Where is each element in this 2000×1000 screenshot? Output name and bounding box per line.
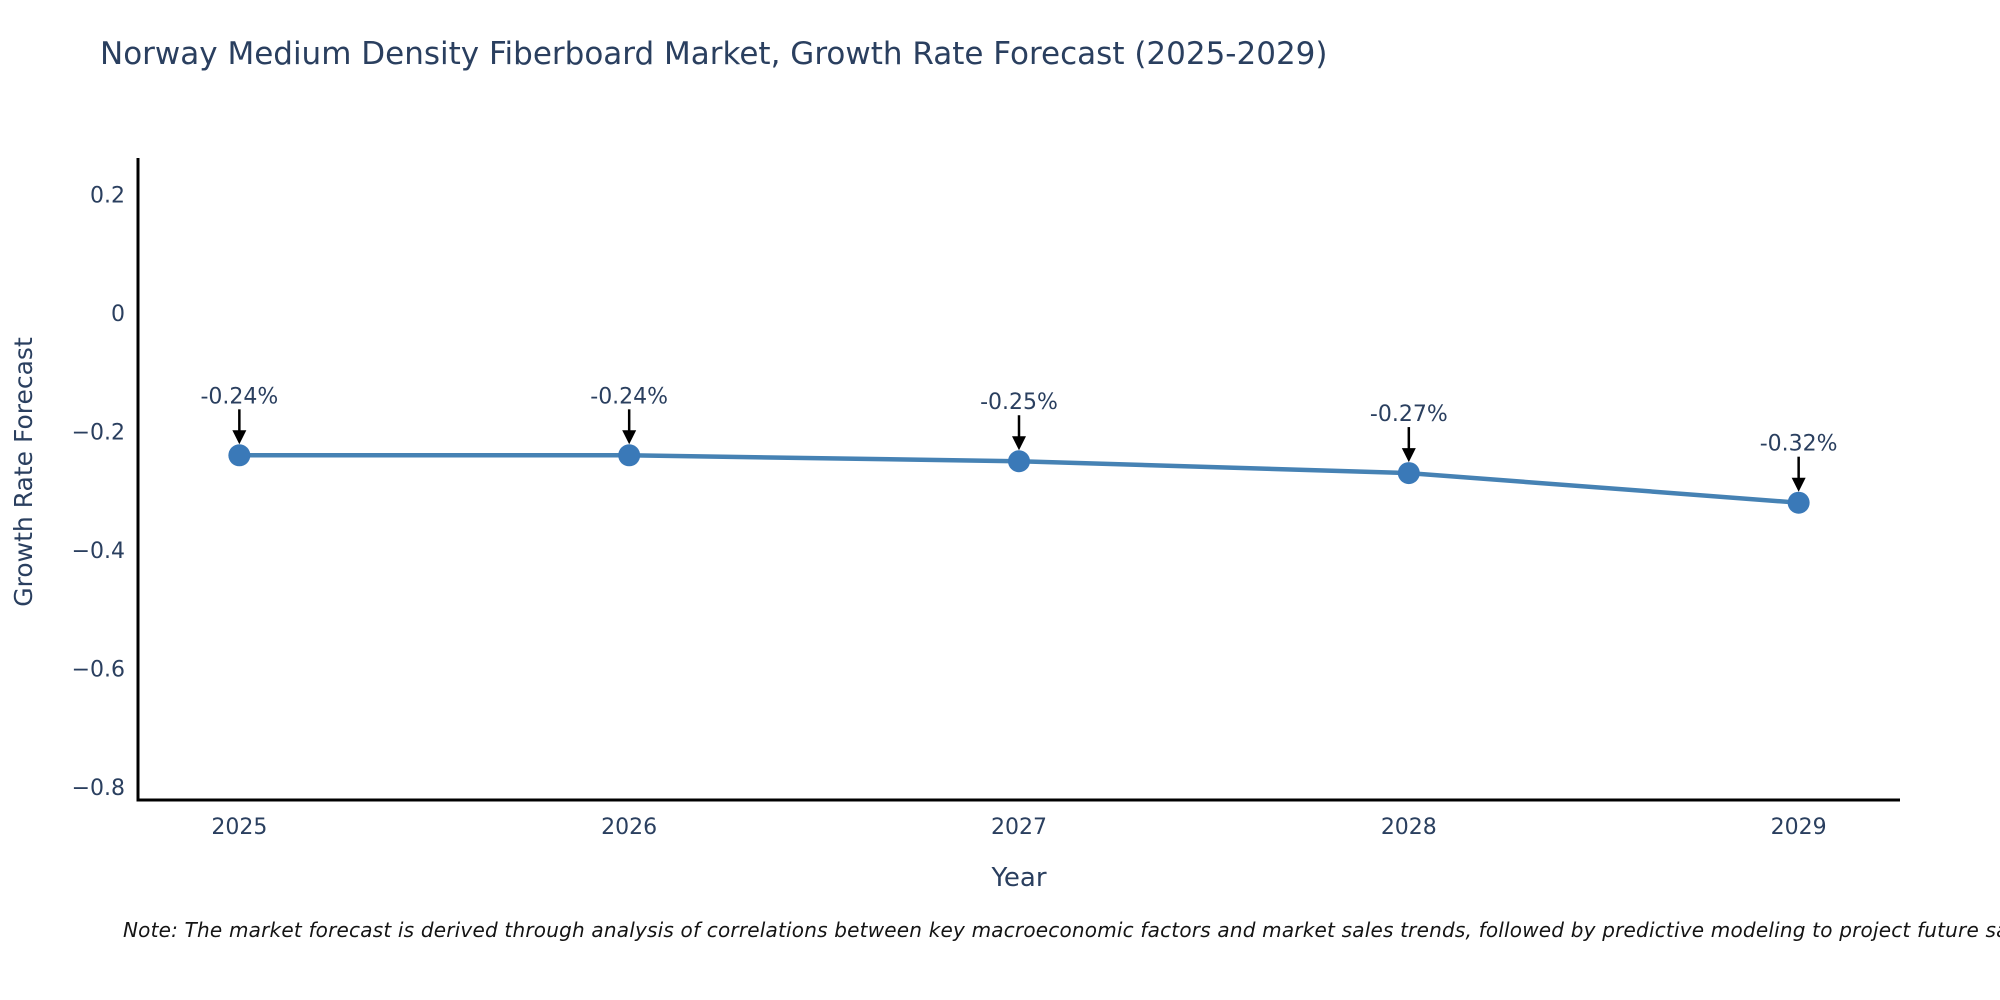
y-tick-label: 0 <box>111 302 125 327</box>
data-point-label: -0.25% <box>980 390 1058 415</box>
data-point-marker-2028[interactable] <box>1397 462 1420 485</box>
x-tick-label: 2027 <box>991 815 1047 840</box>
x-tick-label: 2028 <box>1381 815 1437 840</box>
annotation-arrowhead <box>622 430 637 445</box>
x-tick-label: 2025 <box>211 815 267 840</box>
y-tick-label: −0.2 <box>72 421 125 446</box>
data-point-marker-2025[interactable] <box>228 444 251 467</box>
data-point-marker-2029[interactable] <box>1787 491 1810 514</box>
y-tick-label: −0.4 <box>72 539 125 564</box>
annotation-arrowhead <box>1401 448 1416 463</box>
x-tick-label: 2026 <box>601 815 657 840</box>
x-axis-title: Year <box>990 863 1046 893</box>
annotation-arrowhead <box>1012 436 1026 451</box>
chart-title: Norway Medium Density Fiberboard Market,… <box>100 36 1328 72</box>
y-tick-label: 0.2 <box>90 184 125 209</box>
data-point-label: -0.32% <box>1760 432 1838 457</box>
y-axis-title: Growth Rate Forecast <box>9 337 38 607</box>
forecast-methodology-note: Note: The market forecast is derived thr… <box>123 918 2000 942</box>
annotation-arrowhead <box>1791 477 1806 492</box>
data-point-label: -0.24% <box>590 384 668 409</box>
data-point-label: -0.27% <box>1370 402 1448 427</box>
data-point-marker-2027[interactable] <box>1008 450 1030 473</box>
data-point-label: -0.24% <box>200 384 278 409</box>
y-tick-label: −0.8 <box>72 776 125 801</box>
y-tick-label: −0.6 <box>72 658 125 683</box>
x-tick-label: 2029 <box>1771 815 1827 840</box>
annotation-arrowhead <box>232 430 247 445</box>
data-point-marker-2026[interactable] <box>618 444 641 467</box>
